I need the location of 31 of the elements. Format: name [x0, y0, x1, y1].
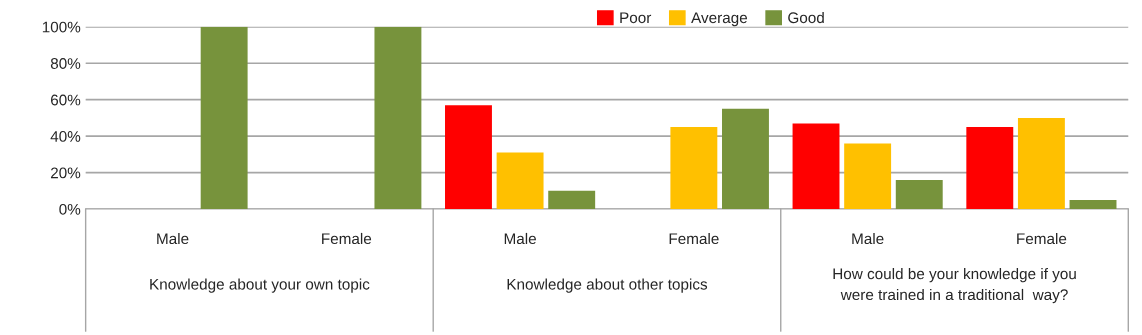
x-tick-label: Male	[157, 232, 189, 245]
y-tick-label: 60%	[50, 94, 81, 106]
bar	[374, 26, 422, 210]
x-tick-label: Female	[322, 232, 372, 245]
bar	[496, 152, 544, 210]
bar	[548, 190, 596, 210]
bar	[966, 127, 1014, 210]
x-tick-label: Male	[852, 232, 884, 245]
text: How could be your knowledge if you were trained in a traditional way?	[833, 268, 1076, 304]
text: Knowledge about your own topic	[150, 278, 370, 293]
legend-label: Good	[788, 11, 824, 24]
bar	[1017, 117, 1065, 210]
bar	[200, 26, 248, 210]
y-tick-label: 80%	[50, 58, 81, 69]
x-tick-label: Male	[504, 232, 536, 245]
bar	[445, 105, 492, 210]
y-tick-label: 40%	[50, 131, 81, 142]
y-tick-label: 20%	[50, 167, 81, 179]
y-tick-label: 100%	[42, 21, 81, 33]
y-tick-label: 0%	[59, 203, 81, 215]
bar	[895, 179, 943, 210]
x-tick-label: Female	[1017, 232, 1067, 245]
bar	[722, 108, 769, 210]
legend-label: Poor	[620, 12, 652, 24]
x-tick-label: Female	[669, 232, 719, 245]
bar	[1069, 199, 1117, 210]
legend-label: Average	[691, 12, 748, 27]
bar	[844, 143, 892, 210]
bar	[670, 127, 718, 210]
bar	[792, 123, 840, 210]
text: Knowledge about other topics	[507, 278, 708, 293]
